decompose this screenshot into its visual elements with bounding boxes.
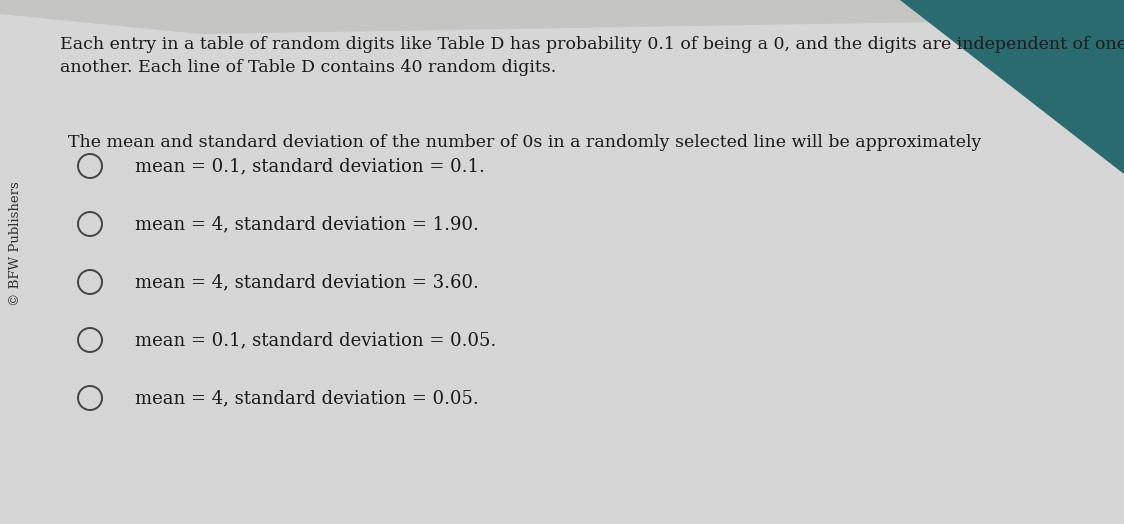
Polygon shape xyxy=(900,0,1124,174)
Text: mean = 4, standard deviation = 0.05.: mean = 4, standard deviation = 0.05. xyxy=(135,389,479,407)
Polygon shape xyxy=(0,0,1124,34)
Text: mean = 0.1, standard deviation = 0.05.: mean = 0.1, standard deviation = 0.05. xyxy=(135,331,497,349)
Text: mean = 4, standard deviation = 3.60.: mean = 4, standard deviation = 3.60. xyxy=(135,273,479,291)
Text: another. Each line of Table D contains 40 random digits.: another. Each line of Table D contains 4… xyxy=(60,59,556,76)
Text: Each entry in a table of random digits like Table D has probability 0.1 of being: Each entry in a table of random digits l… xyxy=(60,36,1124,53)
Text: mean = 4, standard deviation = 1.90.: mean = 4, standard deviation = 1.90. xyxy=(135,215,479,233)
Text: The mean and standard deviation of the number of 0s in a randomly selected line : The mean and standard deviation of the n… xyxy=(67,134,981,151)
Text: © BFW Publishers: © BFW Publishers xyxy=(9,182,22,307)
Text: mean = 0.1, standard deviation = 0.1.: mean = 0.1, standard deviation = 0.1. xyxy=(135,157,484,175)
